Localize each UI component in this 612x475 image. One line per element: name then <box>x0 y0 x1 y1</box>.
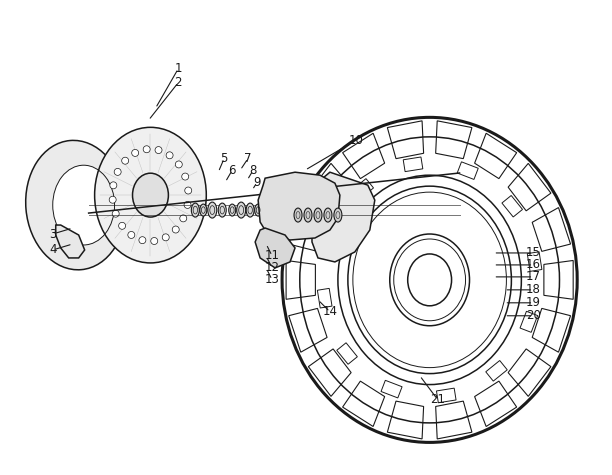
Ellipse shape <box>53 165 114 245</box>
Text: 2: 2 <box>174 76 182 89</box>
Polygon shape <box>56 225 84 258</box>
Text: 4: 4 <box>49 244 56 256</box>
Text: 19: 19 <box>526 296 541 309</box>
Text: 3: 3 <box>49 228 56 240</box>
Ellipse shape <box>192 203 200 217</box>
Circle shape <box>155 147 162 153</box>
Ellipse shape <box>218 203 226 217</box>
Circle shape <box>180 215 187 222</box>
Circle shape <box>185 187 192 194</box>
Circle shape <box>112 210 119 217</box>
Ellipse shape <box>229 204 236 216</box>
Text: 1: 1 <box>174 62 182 75</box>
Ellipse shape <box>208 202 217 218</box>
Circle shape <box>166 152 173 159</box>
Text: 6: 6 <box>228 164 236 177</box>
Ellipse shape <box>324 208 332 222</box>
Circle shape <box>143 146 150 153</box>
Ellipse shape <box>304 208 312 222</box>
Circle shape <box>128 231 135 238</box>
Text: 9: 9 <box>253 176 261 189</box>
Circle shape <box>114 169 121 175</box>
Ellipse shape <box>95 127 206 263</box>
Text: 18: 18 <box>526 284 541 296</box>
Circle shape <box>139 237 146 244</box>
Text: 17: 17 <box>526 270 541 284</box>
Text: 7: 7 <box>244 152 252 165</box>
Ellipse shape <box>314 208 322 222</box>
Ellipse shape <box>133 173 168 217</box>
Ellipse shape <box>26 141 125 270</box>
Text: 11: 11 <box>264 249 280 263</box>
Text: 13: 13 <box>264 274 280 286</box>
Circle shape <box>110 182 117 189</box>
Circle shape <box>182 173 188 180</box>
Text: 20: 20 <box>526 309 541 322</box>
Ellipse shape <box>246 203 254 217</box>
Text: 5: 5 <box>220 152 228 165</box>
Polygon shape <box>258 172 340 240</box>
Text: 8: 8 <box>250 164 257 177</box>
Circle shape <box>151 238 158 245</box>
Text: 16: 16 <box>526 258 541 271</box>
Circle shape <box>172 226 179 233</box>
Ellipse shape <box>294 208 302 222</box>
Circle shape <box>162 234 170 241</box>
Text: 14: 14 <box>323 305 337 318</box>
Polygon shape <box>255 228 295 268</box>
Circle shape <box>109 196 116 203</box>
Ellipse shape <box>255 204 262 216</box>
Text: 21: 21 <box>430 393 445 406</box>
Ellipse shape <box>200 204 207 216</box>
Circle shape <box>175 161 182 168</box>
Text: 12: 12 <box>264 261 280 275</box>
Polygon shape <box>312 172 375 262</box>
Circle shape <box>132 150 139 156</box>
Text: 15: 15 <box>526 247 541 259</box>
Text: 10: 10 <box>348 134 364 147</box>
Circle shape <box>122 157 129 164</box>
Ellipse shape <box>237 202 245 218</box>
Circle shape <box>184 201 191 209</box>
Circle shape <box>119 222 125 229</box>
Ellipse shape <box>334 208 342 222</box>
